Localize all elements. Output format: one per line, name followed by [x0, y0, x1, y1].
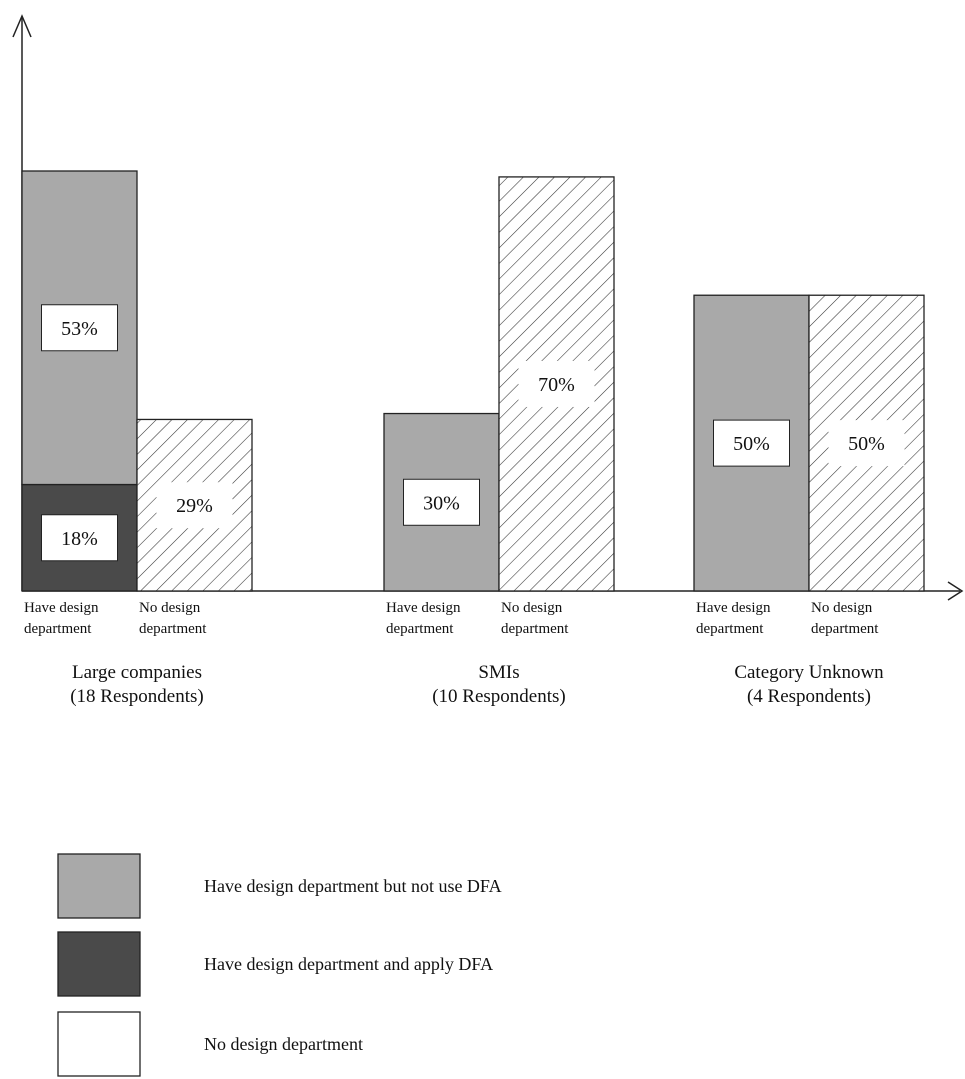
value-label: 53% — [61, 318, 98, 340]
value-label-box — [518, 360, 595, 407]
group-label: SMIs — [478, 662, 519, 683]
value-label: 18% — [61, 528, 98, 550]
legend-label: Have design department and apply DFA — [204, 954, 493, 974]
value-label: 50% — [733, 433, 770, 455]
group-sublabel: (4 Respondents) — [747, 686, 871, 707]
value-label: 50% — [848, 433, 885, 455]
group-sublabel: (18 Respondents) — [70, 686, 204, 707]
legend-swatch-apply — [57, 931, 141, 997]
value-label-box — [41, 514, 118, 562]
value-label-box — [828, 420, 905, 467]
x-axis-arrow — [947, 581, 964, 601]
y-axis-arrow — [12, 14, 32, 38]
bar-category-label: Have design department — [24, 600, 99, 637]
bar-category-label: No design department — [501, 600, 569, 637]
bar-category-label: No design department — [139, 600, 207, 637]
value-label-box — [41, 304, 118, 352]
value-label: 29% — [176, 495, 213, 517]
group-label: Category Unknown — [734, 662, 884, 683]
legend-swatch-not_use — [57, 853, 141, 919]
legend-swatch-none — [57, 1011, 141, 1077]
value-label-box — [403, 478, 480, 526]
legend-label: No design department — [204, 1034, 363, 1054]
value-label: 70% — [538, 374, 575, 396]
value-label-box — [713, 419, 790, 467]
legend-label: Have design department but not use DFA — [204, 876, 502, 896]
labels-layer: 18% 53% Have design department 29% No design d… — [24, 304, 905, 707]
group-label: Large companies — [72, 662, 202, 683]
value-label-box — [156, 482, 233, 529]
bar-category-label: Have design department — [696, 600, 771, 637]
value-label: 30% — [423, 492, 460, 514]
bar-category-label: No design department — [811, 600, 879, 637]
bar-category-label: Have design department — [386, 600, 461, 637]
chart-legend: Have design department but not use DFA Ha… — [57, 853, 502, 1077]
group-sublabel: (10 Respondents) — [432, 686, 566, 707]
